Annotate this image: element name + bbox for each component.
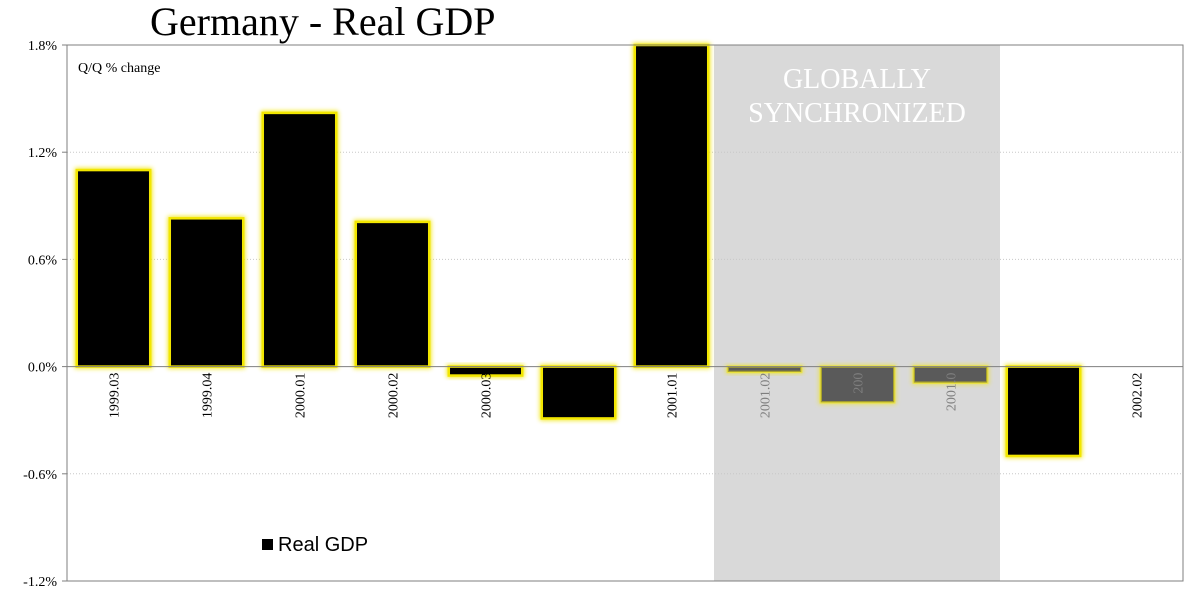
bar-1999.04 bbox=[167, 216, 246, 369]
bar bbox=[354, 220, 431, 368]
bar-2001.01 bbox=[632, 43, 711, 369]
x-tick-label: 2000.01 bbox=[294, 373, 309, 419]
shaded-region-label-line-1: GLOBALLY bbox=[783, 64, 931, 95]
y-tick-label: -1.2% bbox=[23, 575, 57, 590]
x-tick-label: 1999.04 bbox=[201, 373, 216, 419]
bar bbox=[633, 43, 710, 368]
y-axis-label: Q/Q % change bbox=[78, 61, 160, 76]
bar bbox=[168, 217, 245, 368]
shaded-region bbox=[714, 45, 1000, 581]
x-tick-label: 2 bbox=[573, 373, 588, 380]
y-tick-label: 0.6% bbox=[28, 253, 58, 268]
x-tick-label: 2001.01 bbox=[666, 373, 681, 419]
x-tick-label: 2002.02 bbox=[1131, 373, 1146, 419]
bar-1999.03 bbox=[74, 168, 153, 369]
bars bbox=[74, 43, 1083, 458]
legend: Real GDP bbox=[262, 534, 368, 556]
plot-frame bbox=[66, 44, 1184, 582]
bar bbox=[726, 365, 803, 374]
bar-2 bbox=[539, 364, 618, 421]
x-tick-label: 2000.03 bbox=[480, 373, 495, 419]
y-tick-label: -0.6% bbox=[23, 468, 57, 483]
y-tick-label: 1.8% bbox=[28, 39, 58, 54]
x-axis-labels: 1999.03 1999.04 2000.01 2000.02 2000.03 2 2001… bbox=[108, 373, 1146, 419]
bar bbox=[261, 111, 338, 368]
x-tick-label: 2001.0 bbox=[945, 373, 960, 412]
shaded-region-label-line-2: SYNCHRONIZED bbox=[748, 98, 966, 129]
chart-title: Germany - Real GDP bbox=[150, 0, 495, 44]
bar-2000.01 bbox=[260, 110, 339, 369]
y-axis-ticks: -1.2% -0.6% 0.0% 0.6% 1.2% 1.8% bbox=[23, 39, 67, 590]
y-tick-label: 0.0% bbox=[28, 361, 58, 376]
bar-unlabeled bbox=[1004, 364, 1083, 458]
x-tick-label: 200 bbox=[852, 373, 867, 394]
x-tick-label: 2000.02 bbox=[387, 373, 402, 419]
bar bbox=[75, 168, 152, 368]
bar-2000.02 bbox=[353, 219, 432, 369]
x-tick-label: 1999.03 bbox=[108, 373, 123, 419]
legend-label: Real GDP bbox=[278, 534, 368, 556]
legend-swatch bbox=[262, 539, 273, 550]
y-tick-label: 1.2% bbox=[28, 146, 58, 161]
x-tick-label: 2001.02 bbox=[759, 373, 774, 419]
bar-2000.03 bbox=[446, 364, 525, 378]
bar-2001.0 bbox=[911, 364, 990, 385]
bar-2001.02 bbox=[725, 364, 804, 374]
bar bbox=[540, 365, 617, 420]
gridlines bbox=[67, 151, 1183, 475]
bar bbox=[1005, 365, 1082, 458]
